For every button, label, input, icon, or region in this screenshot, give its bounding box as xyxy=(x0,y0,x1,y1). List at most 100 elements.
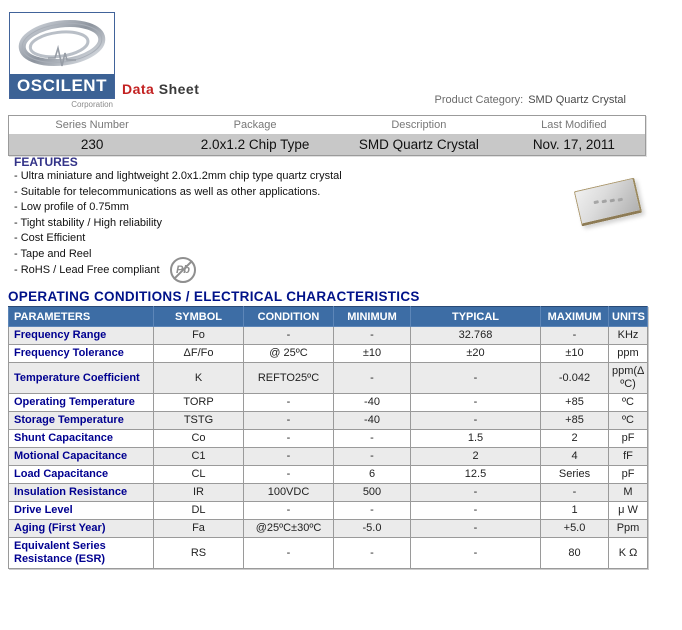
spec-cell-minimum: - xyxy=(333,326,411,345)
spec-cell-condition: - xyxy=(243,393,334,412)
spec-cell-symbol: TSTG xyxy=(153,411,244,430)
product-category: Product Category: SMD Quartz Crystal xyxy=(435,94,626,106)
spec-cell-parameter: Frequency Range xyxy=(8,326,154,345)
spec-cell-condition: - xyxy=(243,429,334,448)
info-column-header: Package xyxy=(175,115,335,134)
spec-cell-condition: - xyxy=(243,411,334,430)
spec-cell-units: Ppm xyxy=(608,519,648,538)
spec-cell-parameter: Aging (First Year) xyxy=(8,519,154,538)
feature-item: - Cost Efficient xyxy=(14,232,86,245)
spec-cell-units: μ W xyxy=(608,501,648,520)
spec-cell-maximum: Series xyxy=(540,465,609,484)
spec-cell-minimum: - xyxy=(333,537,411,569)
spec-row: Insulation Resistance IR 100VDC 500- - M xyxy=(8,483,648,502)
spec-cell-symbol: DL xyxy=(153,501,244,520)
info-column-header: Series Number xyxy=(8,115,176,134)
spec-cell-maximum: 2 xyxy=(540,429,609,448)
spec-cell-parameter: Temperature Coefficient xyxy=(8,362,154,394)
spec-cell-minimum: - xyxy=(333,447,411,466)
spec-cell-condition: REFTO25ºC xyxy=(243,362,334,394)
spec-cell-parameter: Drive Level xyxy=(8,501,154,520)
spec-cell-condition: - xyxy=(243,537,334,569)
spec-row: Drive Level DL - - -1 μ W xyxy=(8,501,648,520)
spec-cell-typical: 2 xyxy=(410,447,541,466)
spec-cell-units: KHz xyxy=(608,326,648,345)
logo-swirl-icon xyxy=(18,20,106,67)
spec-cell-units: ppm xyxy=(608,344,648,363)
spec-cell-symbol: CL xyxy=(153,465,244,484)
spec-cell-minimum: 6 xyxy=(333,465,411,484)
spec-row: Motional Capacitance C1- -2 4 fF xyxy=(8,447,648,466)
section-title: OPERATING CONDITIONS / ELECTRICAL CHARAC… xyxy=(8,289,420,304)
info-data-row: 230 2.0x1.2 Chip Type SMD Quartz Crystal No… xyxy=(8,133,646,156)
spec-cell-typical: - xyxy=(410,501,541,520)
spec-cell-condition: - xyxy=(243,501,334,520)
feature-item: - Low profile of 0.75mm xyxy=(14,201,129,214)
chip-marking-dots xyxy=(593,200,600,205)
info-cell: 230 xyxy=(8,133,176,156)
oscilent-logo: OSCILENT xyxy=(9,12,115,99)
spec-cell-condition: @ 25ºC xyxy=(243,344,334,363)
doc-title-sheet: Sheet xyxy=(158,81,200,97)
spec-row: Temperature Coefficient K REFTO25ºC - - -0.04… xyxy=(8,362,648,394)
info-cell: Nov. 17, 2011 xyxy=(502,133,646,156)
spec-cell-parameter: Load Capacitance xyxy=(8,465,154,484)
feature-item: - Ultra miniature and lightweight 2.0x1.… xyxy=(14,170,342,182)
spec-cell-symbol: C1 xyxy=(153,447,244,466)
spec-cell-parameter: Shunt Capacitance xyxy=(8,429,154,448)
spec-cell-minimum: - xyxy=(333,501,411,520)
spec-cell-maximum: - xyxy=(540,326,609,345)
spec-cell-parameter: Insulation Resistance xyxy=(8,483,154,502)
spec-cell-parameter: Equivalent Series Resistance (ESR) xyxy=(8,537,154,569)
spec-cell-typical: - xyxy=(410,362,541,394)
spec-cell-minimum: - xyxy=(333,362,411,394)
spec-cell-parameter: Storage Temperature xyxy=(8,411,154,430)
spec-cell-symbol: K xyxy=(153,362,244,394)
spec-row: Shunt Capacitance Co - -1.5 2 pF xyxy=(8,429,648,448)
feature-item: - Tape and Reel xyxy=(14,247,92,260)
spec-row: Frequency Tolerance ΔF/Fo @ 25ºC ±10 ±20 ±10 p… xyxy=(8,344,648,363)
spec-cell-minimum: -40 xyxy=(333,393,411,412)
features-list: - Ultra miniature and lightweight 2.0x1.… xyxy=(14,171,434,280)
spec-cell-units: ºC xyxy=(608,411,648,430)
product-category-label: Product Category: xyxy=(434,94,524,106)
spec-cell-units: fF xyxy=(608,447,648,466)
spec-cell-units: ºC xyxy=(608,393,648,412)
spec-cell-typical: ±20 xyxy=(410,344,541,363)
spec-cell-condition: @25ºC±30ºC xyxy=(243,519,334,538)
spec-cell-typical: - xyxy=(410,411,541,430)
spec-cell-condition: - xyxy=(243,465,334,484)
spec-row: Equivalent Series Resistance (ESR) RS - - -8… xyxy=(8,537,648,569)
features-title: FEATURES xyxy=(14,155,78,169)
spec-cell-symbol: IR xyxy=(153,483,244,502)
spec-cell-typical: - xyxy=(410,519,541,538)
spec-cell-symbol: Co xyxy=(153,429,244,448)
spec-cell-maximum: +85 xyxy=(540,411,609,430)
spec-row: Aging (First Year) Fa @25ºC±30ºC -5.0- +5.0 P… xyxy=(8,519,648,538)
spec-cell-maximum: +5.0 xyxy=(540,519,609,538)
info-cell: 2.0x1.2 Chip Type xyxy=(175,133,335,156)
lead-free-pb-icon: Pb xyxy=(170,257,196,283)
feature-item: - Suitable for telecommunications as wel… xyxy=(14,185,321,198)
spec-cell-typical: - xyxy=(410,483,541,502)
product-info-table: Series Number Package Description Last Modi… xyxy=(8,115,646,156)
spec-cell-typical: 1.5 xyxy=(410,429,541,448)
spec-cell-maximum: 1 xyxy=(540,501,609,520)
spec-table-body: Frequency Range Fo - -32.768- KHz Frequency T… xyxy=(8,326,648,569)
spec-column-header: TYPICAL xyxy=(410,306,541,327)
spec-cell-maximum: ±10 xyxy=(540,344,609,363)
spec-column-header: UNITS xyxy=(608,306,648,327)
feature-item: - Tight stability / High reliability xyxy=(14,216,162,229)
feature-item: - RoHS / Lead Free compliant xyxy=(14,263,160,276)
spec-row: Operating Temperature TORP - -40- +85 ºC xyxy=(8,393,648,412)
spec-cell-minimum: -5.0 xyxy=(333,519,411,538)
spec-cell-maximum: - xyxy=(540,483,609,502)
info-header-row: Series Number Package Description Last Modi… xyxy=(8,115,646,134)
spec-header-row: PARAMETERS SYMBOL CONDITION MINIMUM TYPICAL M… xyxy=(8,306,648,327)
spec-column-header: PARAMETERS xyxy=(8,306,154,327)
product-category-value: SMD Quartz Crystal xyxy=(528,94,626,106)
spec-cell-symbol: ΔF/Fo xyxy=(153,344,244,363)
logo-wordmark: OSCILENT xyxy=(10,74,114,98)
doc-title-data: Data xyxy=(122,81,155,97)
info-cell: SMD Quartz Crystal xyxy=(334,133,503,156)
